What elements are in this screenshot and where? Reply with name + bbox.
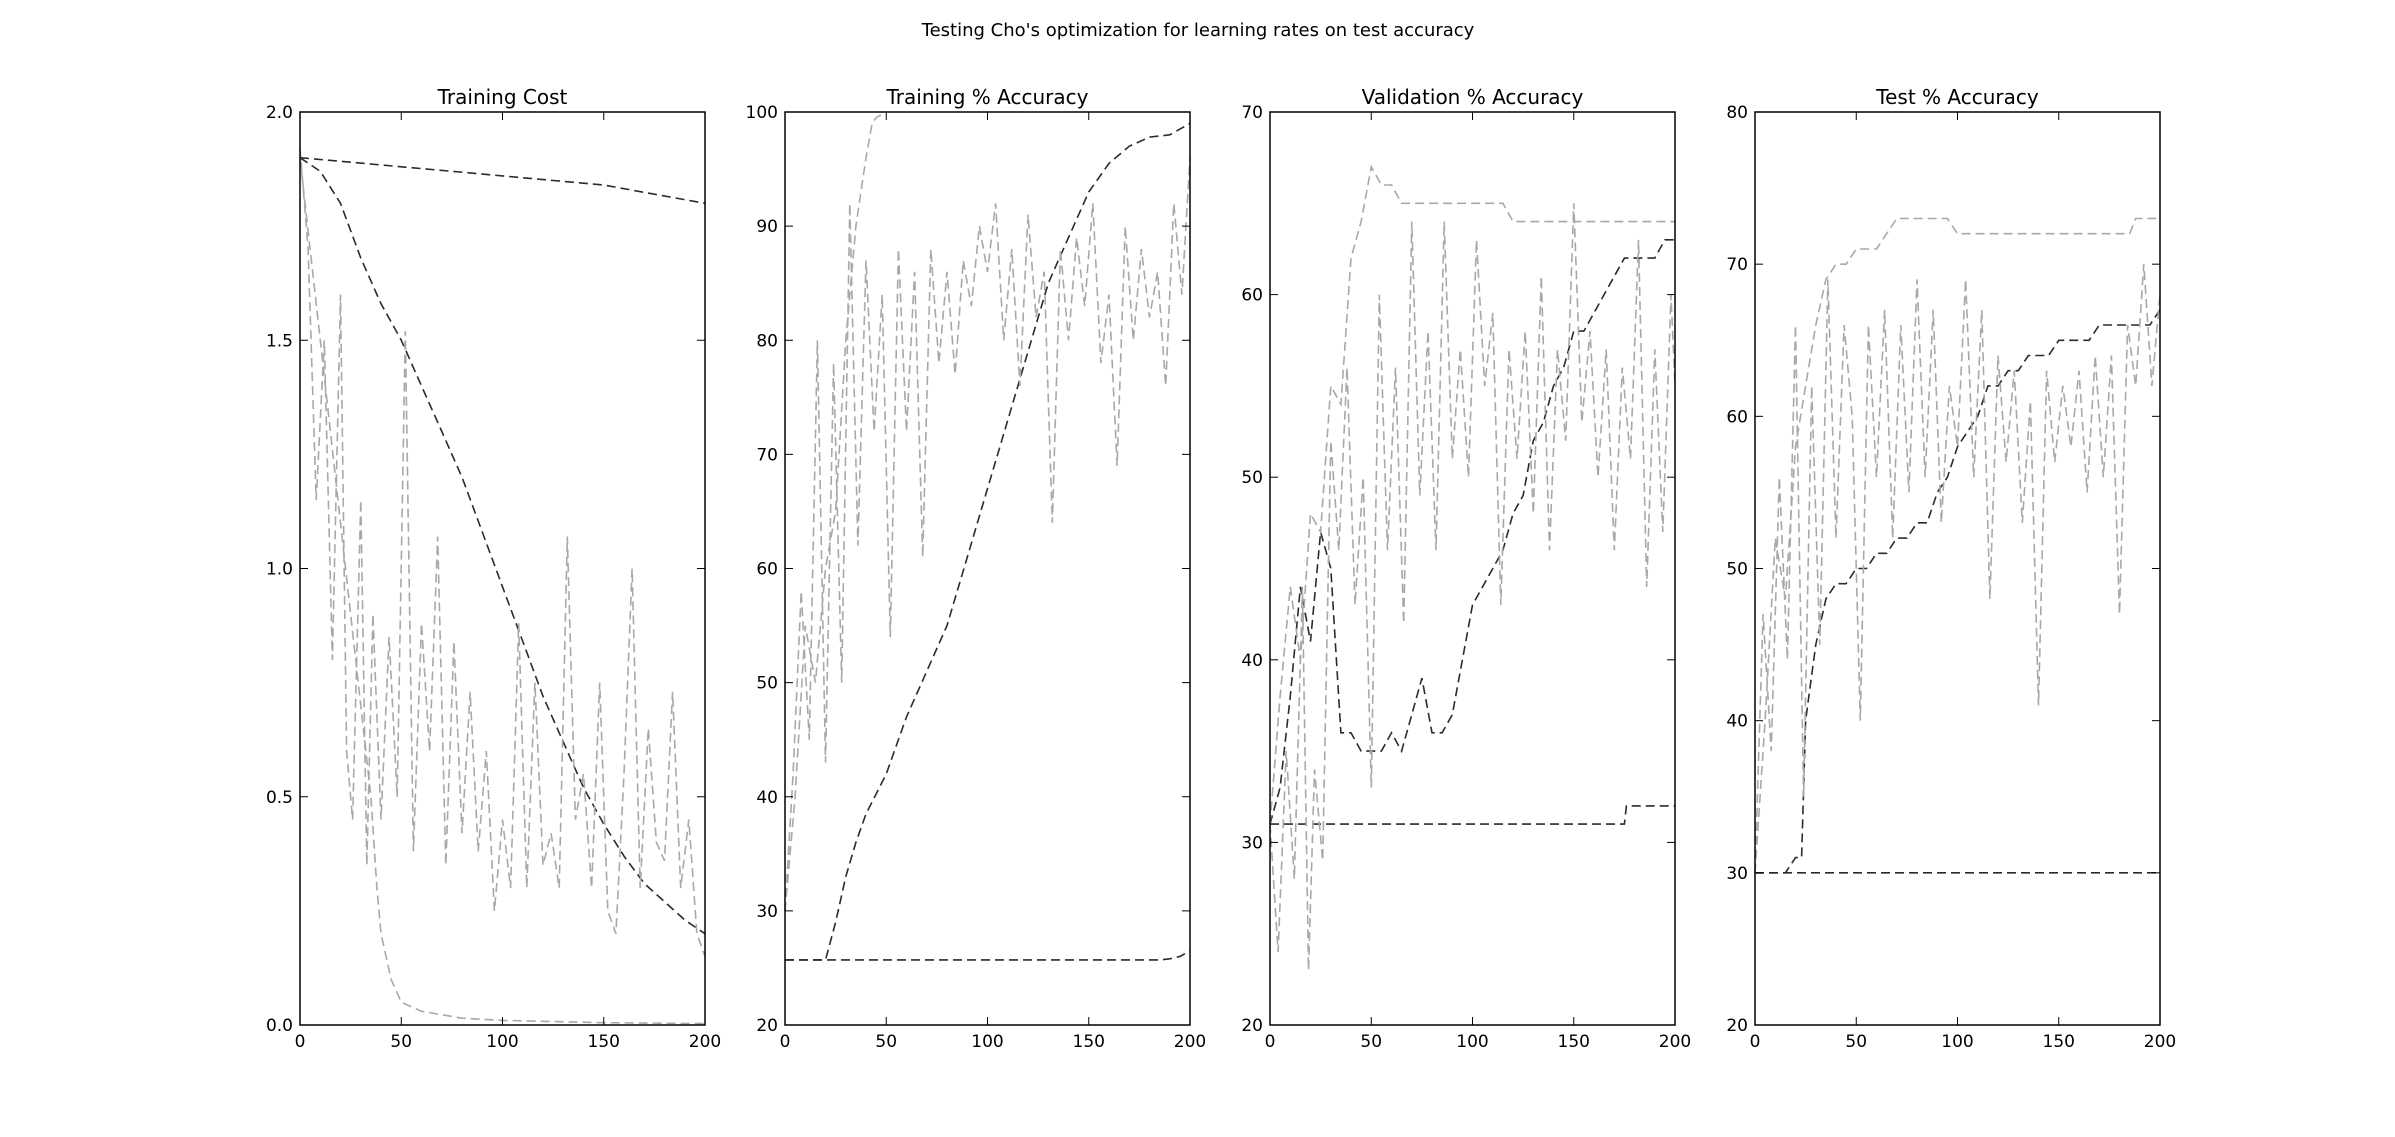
test-accuracy-y-tick-label: 80 <box>1726 103 1748 123</box>
validation-accuracy-x-tick-label: 150 <box>1558 1032 1590 1052</box>
test-accuracy-x-tick-label: 100 <box>1941 1032 1973 1052</box>
training-cost-x-tick-label: 50 <box>390 1032 412 1052</box>
test-accuracy-y-tick-label: 40 <box>1726 712 1748 732</box>
training-cost-y-tick-label: 0.0 <box>266 1016 293 1036</box>
training-accuracy-series-3 <box>784 111 887 911</box>
training-accuracy-y-tick-label: 50 <box>756 674 778 694</box>
training-cost-title: Training Cost <box>437 85 568 109</box>
training-cost-series-1 <box>299 156 706 205</box>
validation-accuracy-series-1 <box>1270 805 1675 825</box>
test-accuracy-y-tick-label: 30 <box>1726 864 1748 884</box>
test-accuracy-x-tick-label: 50 <box>1845 1032 1867 1052</box>
test-accuracy-y-tick-label: 20 <box>1726 1016 1748 1036</box>
training-accuracy-series-1 <box>785 950 1191 961</box>
test-accuracy-y-tick-label: 70 <box>1726 255 1748 275</box>
validation-accuracy-y-tick-label: 40 <box>1241 651 1263 671</box>
figure-suptitle: Testing Cho's optimization for learning … <box>921 20 1475 41</box>
training-accuracy-x-tick-label: 100 <box>971 1032 1003 1052</box>
validation-accuracy-y-tick-label: 60 <box>1241 286 1263 306</box>
training-cost-x-tick-label: 150 <box>588 1032 620 1052</box>
test-accuracy-title: Test % Accuracy <box>1875 85 2039 109</box>
training-cost-series-3 <box>299 157 706 1025</box>
validation-accuracy-series-4 <box>1269 203 1676 971</box>
training-accuracy-axes-frame <box>784 111 1191 1026</box>
training-cost-x-tick-label: 100 <box>486 1032 518 1052</box>
training-accuracy-panel: Training % Accuracy 0 50 100 150 200 20 30 40 50 6… <box>746 85 1207 1052</box>
training-accuracy-series-2 <box>785 122 1191 961</box>
validation-accuracy-x-tick-label: 50 <box>1360 1032 1382 1052</box>
training-accuracy-y-tick-label: 90 <box>756 217 778 237</box>
training-cost-x-tick-label: 200 <box>689 1032 721 1052</box>
training-accuracy-y-tick-label: 100 <box>746 103 778 123</box>
training-accuracy-y-tick-label: 30 <box>756 902 778 922</box>
training-accuracy-x-tick-label: 200 <box>1174 1032 1206 1052</box>
training-accuracy-y-tick-label: 70 <box>756 445 778 465</box>
training-cost-axes-frame <box>299 111 706 1026</box>
test-accuracy-x-tick-label: 150 <box>2043 1032 2075 1052</box>
test-accuracy-axes-frame <box>1754 111 2161 1026</box>
training-cost-y-tick-label: 0.5 <box>266 788 293 808</box>
validation-accuracy-x-tick-label: 200 <box>1659 1032 1691 1052</box>
validation-accuracy-x-tick-label: 0 <box>1265 1032 1276 1052</box>
training-cost-series-2 <box>299 157 706 935</box>
validation-accuracy-series-3 <box>1269 164 1675 825</box>
validation-accuracy-x-tick-label: 100 <box>1456 1032 1488 1052</box>
training-accuracy-series-4 <box>784 157 1191 911</box>
test-accuracy-panel: Test % Accuracy 0 50 100 150 200 20 30 40 50 60 70 8… <box>1726 85 2176 1052</box>
training-cost-y-tick-label: 1.5 <box>266 331 293 351</box>
validation-accuracy-y-tick-label: 50 <box>1241 468 1263 488</box>
validation-accuracy-panel: Validation % Accuracy 0 50 100 150 200 20 30 40 5… <box>1241 85 1691 1052</box>
test-accuracy-series-3 <box>1754 217 2160 873</box>
training-accuracy-x-tick-label: 50 <box>875 1032 897 1052</box>
training-accuracy-y-tick-label: 60 <box>756 560 778 580</box>
training-accuracy-y-tick-label: 20 <box>756 1016 778 1036</box>
validation-accuracy-title: Validation % Accuracy <box>1362 85 1584 109</box>
test-accuracy-x-tick-label: 200 <box>2144 1032 2176 1052</box>
validation-accuracy-y-tick-label: 70 <box>1241 103 1263 123</box>
validation-accuracy-y-tick-label: 30 <box>1241 833 1263 853</box>
training-accuracy-x-tick-label: 0 <box>780 1032 791 1052</box>
training-cost-panel: Training Cost 0 50 100 150 200 0.0 0.5 1.0 1.5 2.0 <box>266 85 721 1052</box>
test-accuracy-y-tick-label: 60 <box>1726 407 1748 427</box>
training-accuracy-y-tick-label: 40 <box>756 788 778 808</box>
test-accuracy-x-tick-label: 0 <box>1750 1032 1761 1052</box>
validation-accuracy-series-2 <box>1269 239 1675 825</box>
training-cost-y-tick-label: 1.0 <box>266 560 293 580</box>
test-accuracy-series-2 <box>1755 309 2161 874</box>
training-accuracy-x-tick-label: 150 <box>1073 1032 1105 1052</box>
validation-accuracy-y-tick-label: 20 <box>1241 1016 1263 1036</box>
test-accuracy-series-4 <box>1754 264 2161 873</box>
training-cost-y-tick-label: 2.0 <box>266 103 293 123</box>
training-accuracy-y-tick-label: 80 <box>756 331 778 351</box>
validation-accuracy-axes-frame <box>1269 111 1676 1026</box>
test-accuracy-y-tick-label: 50 <box>1726 560 1748 580</box>
training-cost-x-tick-label: 0 <box>295 1032 306 1052</box>
training-cost-series-4 <box>299 148 706 957</box>
training-accuracy-title: Training % Accuracy <box>886 85 1089 109</box>
